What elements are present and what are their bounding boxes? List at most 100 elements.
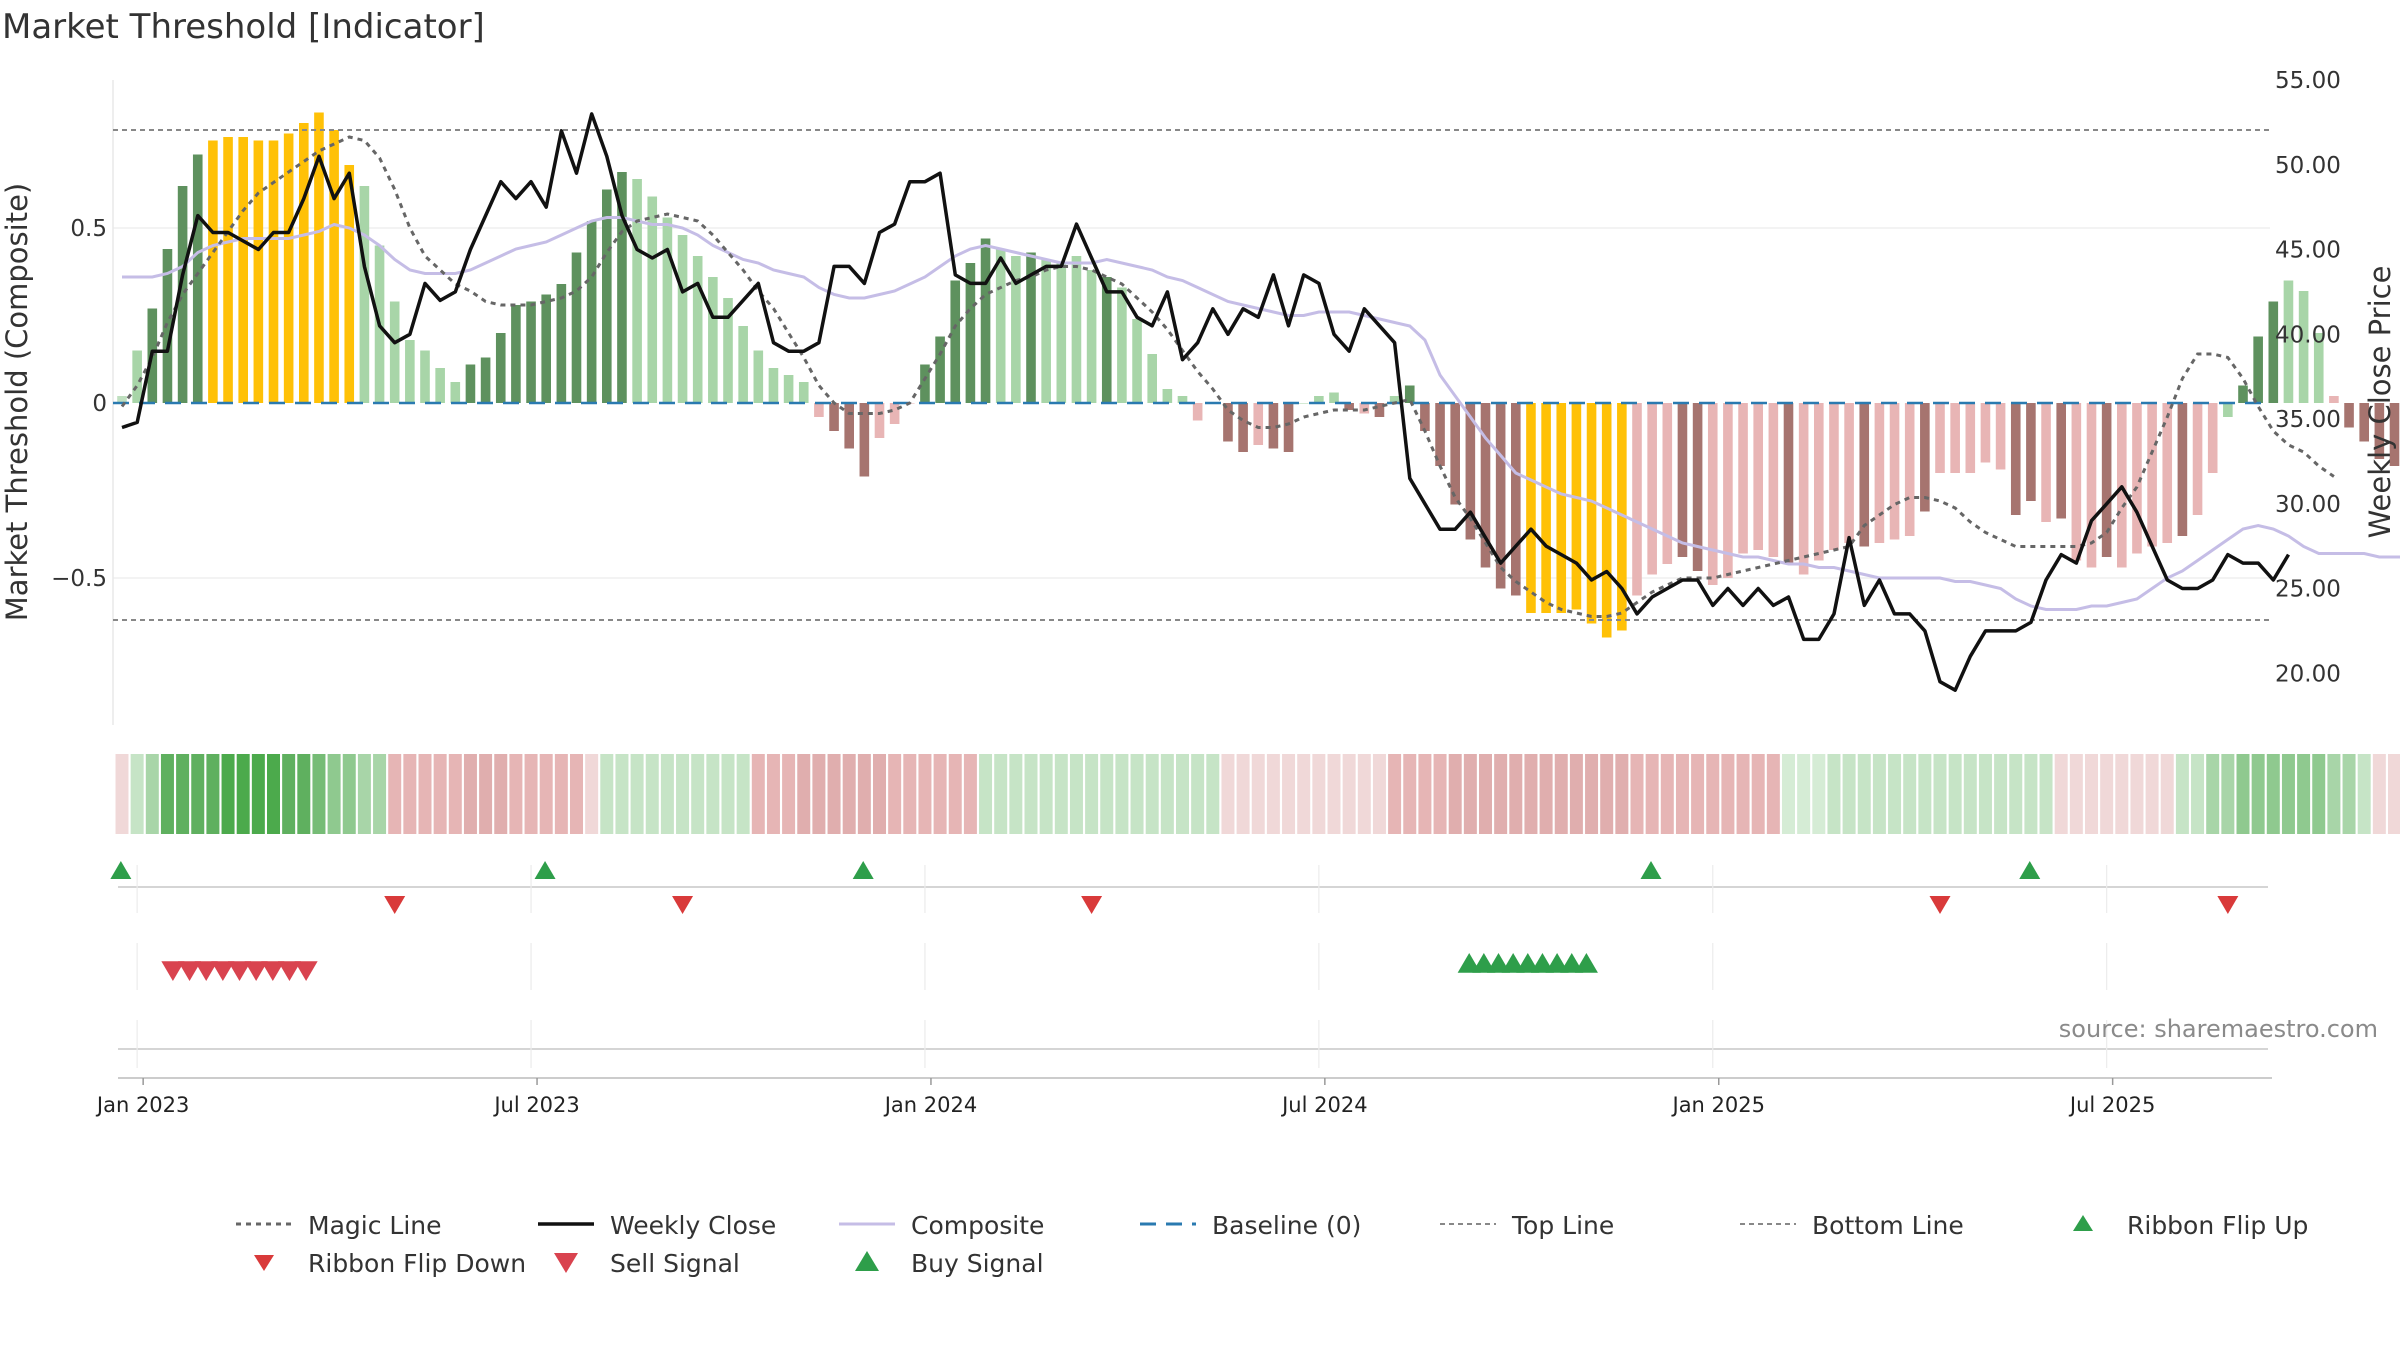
ribbon-cell-22	[448, 754, 462, 834]
ribbon-cell-67	[1130, 754, 1144, 834]
bar-101	[1647, 403, 1657, 575]
sell-signal-0	[161, 961, 185, 981]
bar-34	[632, 179, 642, 403]
bar-81	[1344, 403, 1354, 410]
bar-105	[1707, 403, 1718, 585]
ribbon-cell-94	[1539, 754, 1553, 834]
legend-label-close: Weekly Close	[610, 1211, 776, 1240]
magic-line	[120, 135, 2335, 618]
ribbon-cell-90	[1479, 754, 1492, 834]
bar-49	[859, 403, 870, 477]
ribbon-cell-107	[1736, 754, 1750, 834]
ribbon-cell-91	[1494, 754, 1508, 834]
bar-48	[844, 403, 854, 449]
ribbon-cell-12	[297, 754, 311, 834]
bar-112	[1814, 403, 1824, 561]
bar-106	[1723, 403, 1733, 578]
bar-8	[238, 137, 248, 403]
ribbon-cell-3	[160, 754, 174, 834]
bar-24	[480, 357, 491, 403]
bar-88	[1450, 403, 1460, 505]
ribbon-cell-110	[1782, 754, 1795, 834]
bar-143	[2283, 280, 2294, 403]
bar-118	[1904, 403, 1915, 536]
ribbon-cell-126	[2024, 754, 2038, 834]
bar-131	[2101, 403, 2112, 557]
legend-label-baseline: Baseline (0)	[1212, 1211, 1361, 1240]
bar-62	[1056, 263, 1067, 403]
ribbon-cell-134	[2145, 754, 2159, 834]
legend-label-topline: Top Line	[1511, 1211, 1614, 1240]
legend-item-composite: Composite	[839, 1211, 1044, 1240]
bar-80	[1329, 392, 1339, 403]
ribbon-cell-18	[388, 754, 402, 834]
sell-signal-6	[261, 961, 285, 981]
ribbon-cell-122	[1963, 754, 1977, 834]
bar-76	[1268, 403, 1279, 449]
bar-138	[2207, 403, 2218, 473]
legend-label-flipup: Ribbon Flip Up	[2127, 1211, 2308, 1240]
ribbon-cell-53	[918, 754, 932, 834]
bar-125	[2010, 403, 2021, 515]
ribbon-cell-143	[2281, 754, 2295, 834]
ribbon-cell-140	[2236, 754, 2250, 834]
ribbon-cell-11	[282, 754, 296, 834]
bar-124	[1995, 403, 2006, 470]
y-tick-right-5: 30.00	[2275, 492, 2341, 518]
ribbon-cell-98	[1600, 754, 1614, 834]
bar-93	[1526, 403, 1536, 613]
legend-swatch-flipdown	[254, 1255, 274, 1271]
ribbon-cell-136	[2175, 754, 2189, 834]
bar-14	[329, 130, 339, 403]
bar-38	[692, 256, 703, 403]
x-tick-1: Jul 2023	[492, 1093, 579, 1117]
series-lines	[120, 112, 2400, 692]
bar-135	[2162, 403, 2173, 543]
x-tick-2: Jan 2024	[883, 1093, 978, 1117]
ribbon-cell-95	[1554, 754, 1568, 834]
ribbon-cell-119	[1918, 754, 1932, 834]
bar-134	[2147, 403, 2157, 547]
bar-133	[2132, 403, 2142, 554]
ribbon-cell-0	[115, 754, 129, 834]
ribbon-cell-54	[933, 754, 947, 834]
bar-71	[1192, 403, 1203, 421]
bar-10	[268, 140, 279, 403]
bar-36	[662, 217, 673, 403]
ribbon-cell-100	[1630, 754, 1644, 834]
bar-144	[2298, 291, 2309, 403]
ribbon-cell-73	[1221, 754, 1235, 834]
ribbon-cell-114	[1842, 754, 1856, 834]
ribbon-cell-27	[524, 754, 538, 834]
buy-signal-8	[1574, 953, 1598, 973]
bar-29	[556, 284, 567, 403]
y-tick-right-1: 50.00	[2275, 153, 2341, 179]
legend-item-bottomline: Bottom Line	[1740, 1211, 1964, 1240]
ribbon-cell-138	[2206, 754, 2220, 834]
legend-swatch-flipup	[2073, 1215, 2093, 1231]
bar-102	[1662, 403, 1673, 564]
ribbon-cell-80	[1327, 754, 1341, 834]
legend-label-flipdown: Ribbon Flip Down	[308, 1249, 526, 1278]
bar-35	[647, 196, 658, 403]
bar-37	[677, 235, 688, 403]
bar-122	[1965, 403, 1976, 473]
bar-43	[768, 368, 779, 403]
ribbon-cell-9	[251, 754, 265, 834]
ribbon-cell-135	[2160, 754, 2174, 834]
bar-60	[1026, 252, 1036, 403]
bar-140	[2238, 385, 2248, 403]
ribbon-cell-150	[2388, 754, 2400, 834]
ribbon-cell-115	[1857, 754, 1871, 834]
ribbon-cell-49	[857, 754, 871, 834]
ribbon-cell-58	[994, 754, 1008, 834]
ribbon-cell-88	[1448, 754, 1462, 834]
bar-139	[2223, 403, 2233, 417]
y-tick-right-4: 35.00	[2275, 407, 2341, 433]
bar-26	[511, 305, 521, 403]
bar-68	[1147, 354, 1157, 403]
bar-47	[829, 403, 839, 431]
ribbon-cell-39	[706, 754, 720, 834]
bar-59	[1011, 256, 1021, 403]
ribbon-cell-31	[585, 754, 599, 834]
